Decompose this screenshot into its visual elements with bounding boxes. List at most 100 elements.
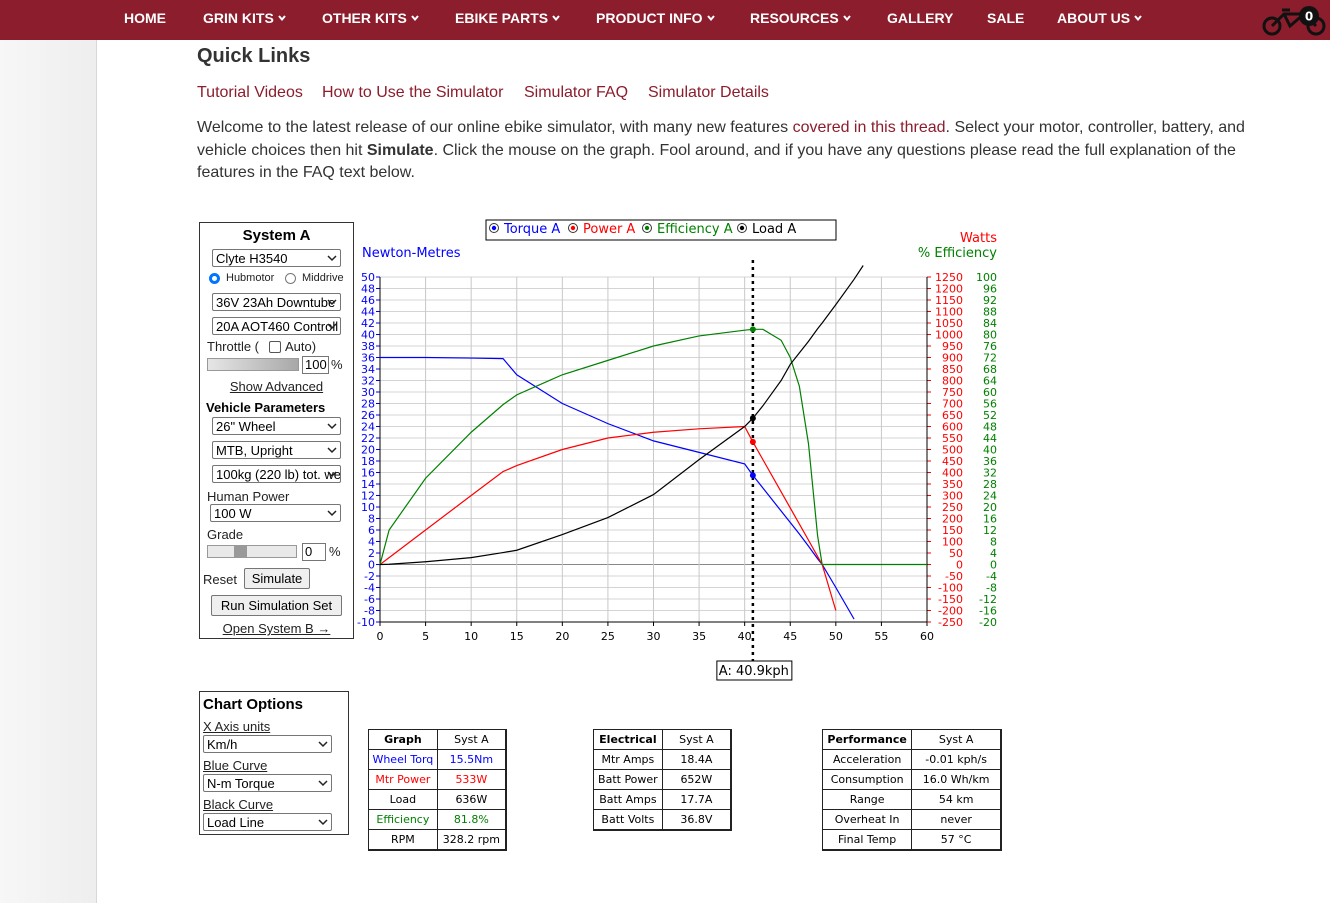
y-tick-label: 42	[361, 317, 375, 330]
input[interactable]: 0	[302, 543, 326, 561]
quick-link[interactable]: How to Use the Simulator	[322, 84, 504, 101]
button[interactable]: Run Simulation Set	[211, 595, 342, 616]
section-title: Vehicle Parameters	[206, 400, 326, 415]
radio[interactable]	[285, 273, 296, 284]
table-row: Range 54 km	[821, 789, 1002, 810]
y3-tick-label: 68	[983, 363, 997, 376]
input[interactable]: 100	[302, 356, 329, 374]
select[interactable]: Load Line	[203, 813, 332, 831]
button[interactable]: Simulate	[244, 568, 310, 589]
y2-tick-label: -150	[938, 593, 963, 606]
quick-link[interactable]: Simulator Details	[648, 84, 769, 101]
y2-tick-label: 1200	[935, 283, 963, 296]
legend-radio-dot	[570, 225, 576, 231]
series-line	[379, 328, 927, 566]
y3-tick-label: 56	[983, 398, 997, 411]
chevron	[842, 15, 851, 21]
y3-tick-label: 48	[983, 421, 997, 434]
slider[interactable]	[207, 545, 297, 558]
select[interactable]: N-m Torque	[203, 774, 332, 792]
select[interactable]: 20A AOT460 Controll	[212, 317, 341, 335]
cart-icon[interactable]: 0	[1260, 0, 1330, 40]
unit: %	[329, 544, 341, 559]
select-value: 100kg (220 lb) tot. we	[216, 467, 341, 482]
table-cell: 533W	[436, 769, 507, 790]
legend-radio-dot	[491, 225, 497, 231]
y-tick-label: -8	[364, 605, 375, 618]
table-cell: Overheat In	[821, 809, 913, 830]
select[interactable]: Clyte H3540	[212, 249, 341, 267]
quick-link[interactable]: Simulator FAQ	[524, 84, 629, 101]
panel-title: Chart Options	[203, 696, 303, 713]
y2-tick-label: 1100	[935, 306, 963, 319]
quick-link[interactable]: Tutorial Videos	[197, 84, 303, 101]
nav-item[interactable]: HOME	[124, 10, 166, 26]
legend-radio-dot	[739, 225, 745, 231]
nav-item[interactable]: PRODUCT INFO	[596, 10, 715, 26]
select[interactable]: 100kg (220 lb) tot. we	[212, 465, 341, 483]
radio[interactable]	[209, 273, 220, 284]
y2-tick-label: 1150	[935, 294, 963, 307]
y2-tick-label: 0	[956, 559, 963, 572]
x-tick-label: 60	[920, 630, 934, 643]
y3-tick-label: 4	[990, 547, 997, 560]
legend-item[interactable]: Efficiency A	[642, 222, 733, 237]
select[interactable]: 26" Wheel	[212, 417, 341, 435]
slider[interactable]	[207, 358, 299, 371]
table-cell: Batt Amps	[593, 789, 663, 810]
table-cell: 652W	[661, 769, 732, 790]
nav-item[interactable]: GRIN KITS	[203, 10, 286, 26]
y3-tick-label: 64	[983, 375, 997, 388]
y3-tick-label: 96	[983, 283, 997, 296]
link[interactable]: covered in this thread	[792, 119, 946, 136]
text: . Select your motor, controller, battery…	[197, 119, 1245, 159]
nav-item[interactable]: GALLERY	[887, 10, 953, 26]
y3-tick-label: 60	[983, 386, 997, 399]
link[interactable]: Reset	[203, 572, 237, 587]
select[interactable]: Km/h	[203, 735, 332, 753]
table-row: Overheat In never	[821, 809, 1002, 830]
select-value: 20A AOT460 Controll	[216, 319, 339, 334]
select[interactable]: 36V 23Ah Downtube	[212, 293, 341, 311]
y-tick-label: 34	[361, 363, 375, 376]
legend-item[interactable]: Power A	[568, 222, 636, 237]
y-tick-label: -6	[364, 593, 375, 606]
nav-item[interactable]: ABOUT US	[1057, 10, 1142, 26]
table-row: Mtr Power 533W	[368, 769, 507, 790]
legend-label: Load A	[752, 222, 796, 237]
slider-thumb[interactable]	[234, 546, 247, 557]
nav-item[interactable]: EBIKE PARTS	[455, 10, 560, 26]
nav-bar: HOME GRIN KITS OTHER KITS EBIKE PARTS PR…	[0, 0, 1330, 40]
y3-tick-label: -16	[979, 605, 997, 618]
y3-tick-label: -8	[986, 582, 997, 595]
table-cell: 81.8%	[436, 809, 507, 830]
nav-item[interactable]: OTHER KITS	[322, 10, 419, 26]
checkbox[interactable]	[269, 341, 281, 353]
legend-item[interactable]: Load A	[737, 222, 797, 237]
nav-item[interactable]: RESOURCES	[750, 10, 851, 26]
y-tick-label: 20	[361, 444, 375, 457]
table-cell: 36.8V	[661, 809, 732, 831]
x-tick-label: 35	[692, 630, 706, 643]
select[interactable]: 100 W	[210, 504, 341, 522]
cursor-point	[749, 415, 756, 422]
link[interactable]: Open System B →	[222, 621, 331, 636]
select[interactable]: MTB, Upright	[212, 441, 341, 459]
table-header: Syst A	[661, 729, 732, 750]
x-tick-label: 20	[555, 630, 569, 643]
chevron	[327, 447, 337, 454]
x-tick-label: 0	[377, 630, 384, 643]
table-row: Electrical Syst A	[593, 729, 732, 750]
table-row: Consumption 16.0 Wh/km	[821, 769, 1002, 790]
y-tick-label: 40	[361, 329, 375, 342]
chart[interactable]: -10-8-6-4-202468101214161820222426283032…	[355, 215, 1005, 690]
nav-item[interactable]: SALE	[987, 10, 1024, 26]
table-row: Acceleration -0.01 kph/s	[821, 749, 1002, 770]
link[interactable]: Show Advanced	[229, 379, 324, 394]
legend-item[interactable]: Torque A	[489, 222, 561, 237]
y3-tick-label: 52	[983, 409, 997, 422]
unit: %	[331, 357, 343, 372]
chevron	[327, 471, 337, 478]
cursor-point	[749, 326, 756, 333]
